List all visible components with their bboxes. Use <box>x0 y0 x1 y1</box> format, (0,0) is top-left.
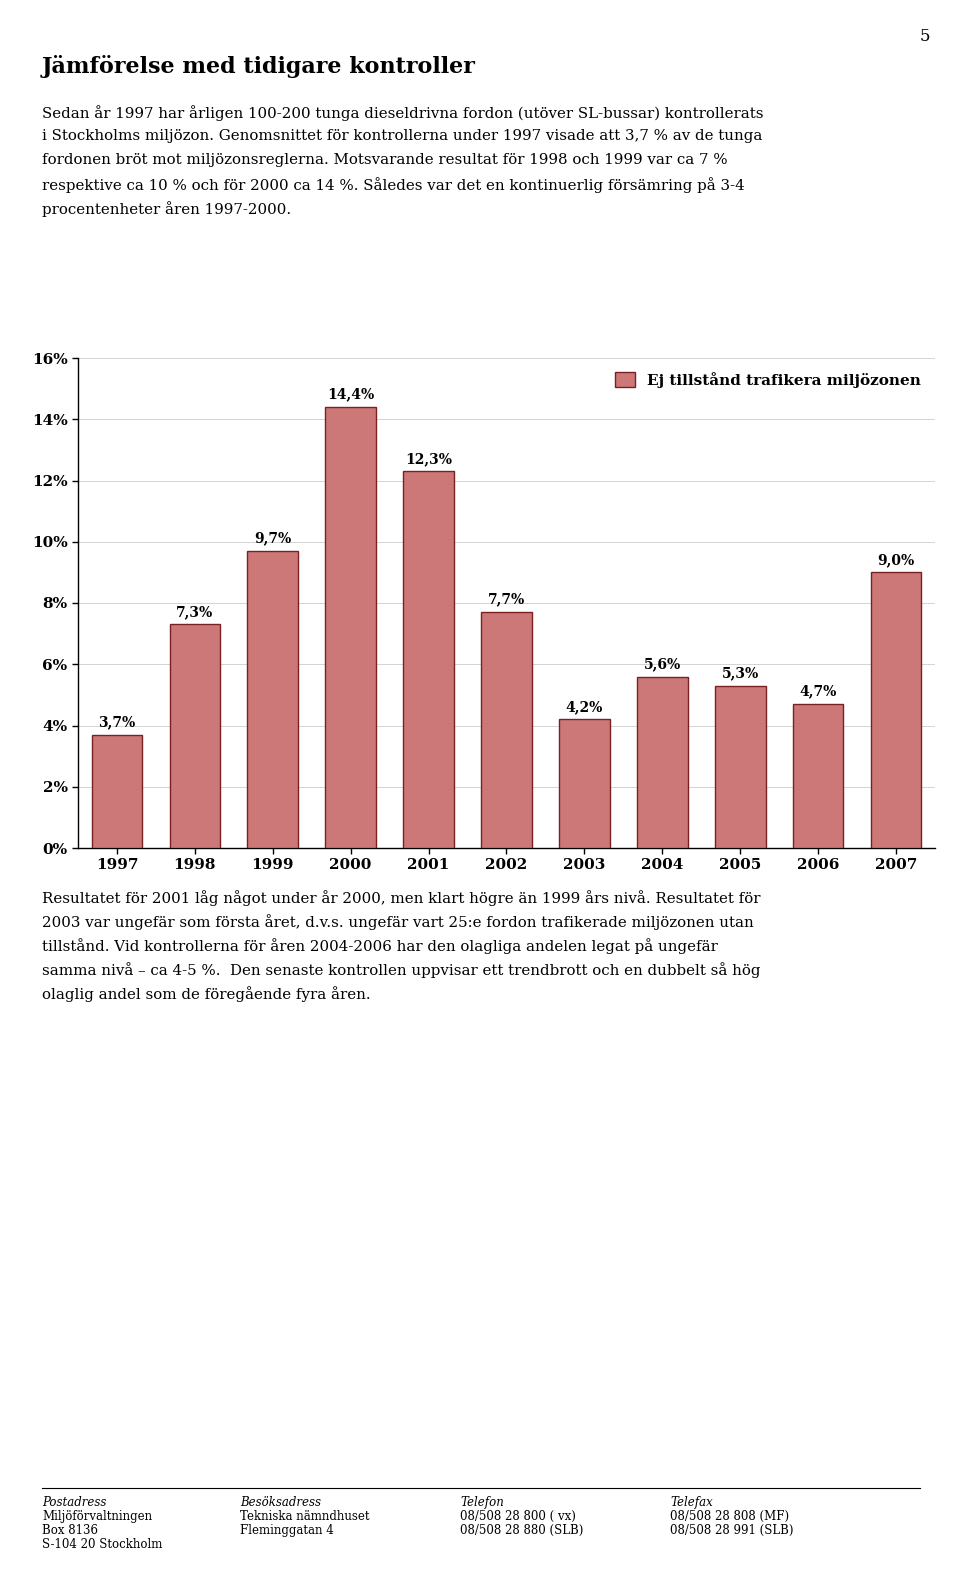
Text: 5: 5 <box>920 29 930 44</box>
Text: Sedan år 1997 har årligen 100-200 tunga dieseldrivna fordon (utöver SL-bussar) k: Sedan år 1997 har årligen 100-200 tunga … <box>42 105 763 121</box>
Text: 4,2%: 4,2% <box>565 699 603 713</box>
Text: Miljöförvaltningen: Miljöförvaltningen <box>42 1510 152 1522</box>
Text: 7,3%: 7,3% <box>177 605 213 620</box>
Text: respektive ca 10 % och för 2000 ca 14 %. Således var det en kontinuerlig försämr: respektive ca 10 % och för 2000 ca 14 %.… <box>42 176 745 192</box>
Bar <box>481 612 532 849</box>
Text: 9,0%: 9,0% <box>877 553 915 567</box>
Bar <box>637 677 687 849</box>
Text: Fleminggatan 4: Fleminggatan 4 <box>240 1524 334 1537</box>
Text: 9,7%: 9,7% <box>254 531 292 545</box>
Text: 08/508 28 800 ( vx): 08/508 28 800 ( vx) <box>460 1510 576 1522</box>
Text: Tekniska nämndhuset: Tekniska nämndhuset <box>240 1510 370 1522</box>
Text: 08/508 28 991 (SLB): 08/508 28 991 (SLB) <box>670 1524 794 1537</box>
Text: 5,3%: 5,3% <box>722 666 758 680</box>
Bar <box>91 734 142 849</box>
Text: olaglig andel som de föregående fyra åren.: olaglig andel som de föregående fyra åre… <box>42 987 371 1003</box>
Text: tillstånd. Vid kontrollerna för åren 2004-2006 har den olagliga andelen legat på: tillstånd. Vid kontrollerna för åren 200… <box>42 938 718 953</box>
Text: Resultatet för 2001 låg något under år 2000, men klart högre än 1999 års nivå. R: Resultatet för 2001 låg något under år 2… <box>42 890 760 906</box>
Bar <box>403 472 454 849</box>
Text: 08/508 28 808 (MF): 08/508 28 808 (MF) <box>670 1510 789 1522</box>
Text: Postadress: Postadress <box>42 1495 107 1510</box>
Text: Box 8136: Box 8136 <box>42 1524 98 1537</box>
Text: 12,3%: 12,3% <box>405 451 452 466</box>
Text: 08/508 28 880 (SLB): 08/508 28 880 (SLB) <box>460 1524 584 1537</box>
Legend: Ej tillstånd trafikera miljözonen: Ej tillstånd trafikera miljözonen <box>610 365 927 394</box>
Text: fordonen bröt mot miljözonsreglerna. Motsvarande resultat för 1998 och 1999 var : fordonen bröt mot miljözonsreglerna. Mot… <box>42 153 728 167</box>
Text: 5,6%: 5,6% <box>644 656 681 671</box>
Bar <box>170 624 220 849</box>
Bar <box>559 720 610 849</box>
Text: 3,7%: 3,7% <box>98 715 135 729</box>
Text: Telefon: Telefon <box>460 1495 504 1510</box>
Text: 14,4%: 14,4% <box>327 388 374 402</box>
Text: i Stockholms miljözon. Genomsnittet för kontrollerna under 1997 visade att 3,7 %: i Stockholms miljözon. Genomsnittet för … <box>42 129 762 143</box>
Bar <box>715 686 765 849</box>
Text: S-104 20 Stockholm: S-104 20 Stockholm <box>42 1538 162 1551</box>
Text: procentenheter åren 1997-2000.: procentenheter åren 1997-2000. <box>42 200 291 216</box>
Bar <box>325 407 376 849</box>
Text: Besöksadress: Besöksadress <box>240 1495 321 1510</box>
Text: Jämförelse med tidigare kontroller: Jämförelse med tidigare kontroller <box>42 56 476 78</box>
Text: 2003 var ungefär som första året, d.v.s. ungefär vart 25:e fordon trafikerade mi: 2003 var ungefär som första året, d.v.s.… <box>42 914 754 930</box>
Text: Telefax: Telefax <box>670 1495 712 1510</box>
Bar <box>793 704 844 849</box>
Text: 4,7%: 4,7% <box>800 685 837 699</box>
Text: samma nivå – ca 4-5 %.  Den senaste kontrollen uppvisar ett trendbrott och en du: samma nivå – ca 4-5 %. Den senaste kontr… <box>42 961 760 977</box>
Text: 7,7%: 7,7% <box>488 593 525 607</box>
Bar <box>248 551 299 849</box>
Bar <box>871 572 922 849</box>
